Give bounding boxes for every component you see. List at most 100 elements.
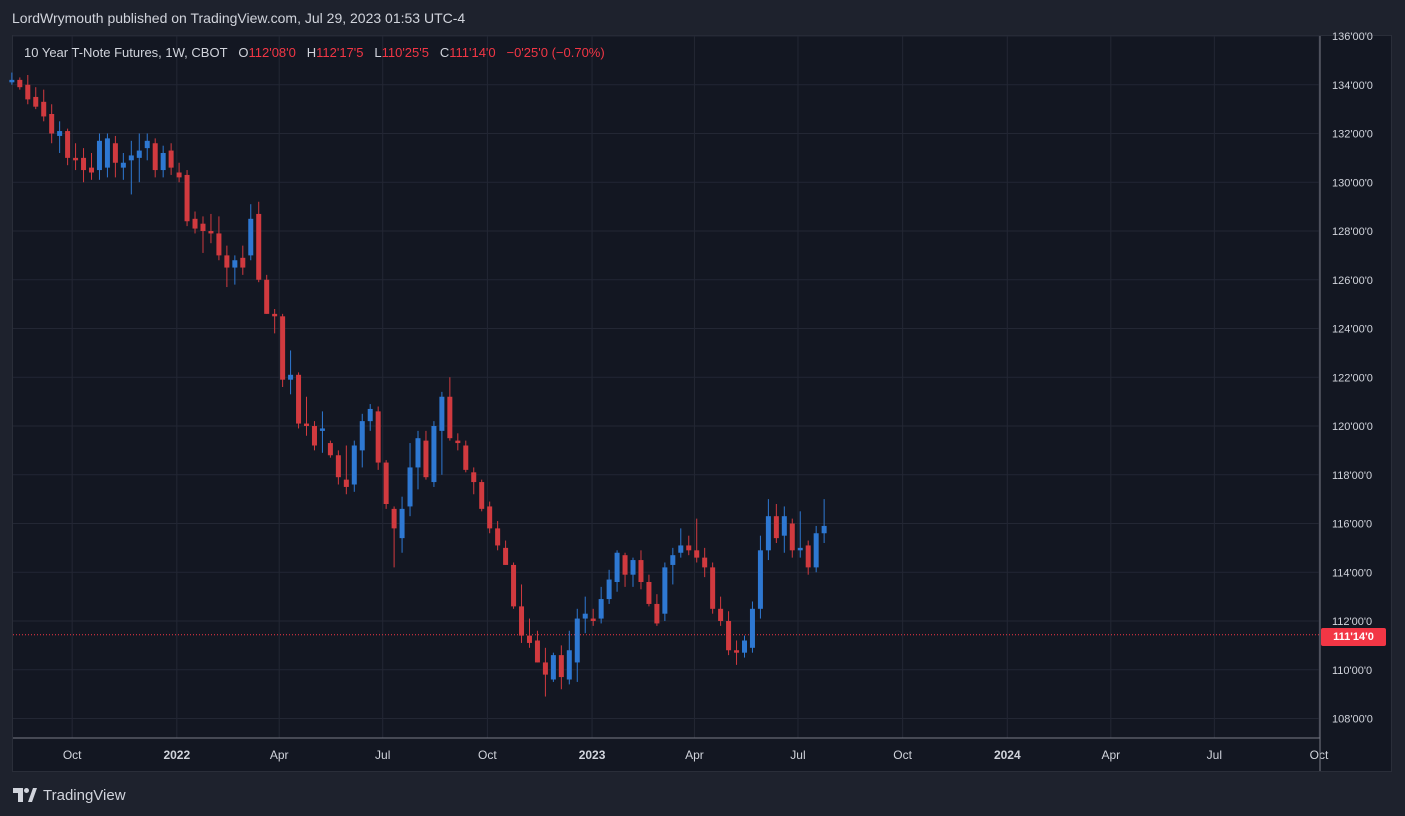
- candle-body: [367, 408, 373, 422]
- candle-body: [120, 162, 126, 168]
- candle-body: [144, 140, 150, 149]
- candle-body: [550, 655, 556, 680]
- y-tick-label: 136'00'0: [1332, 31, 1373, 43]
- y-tick-label: 120'00'0: [1332, 421, 1373, 433]
- candle-body: [734, 650, 740, 653]
- candle-body: [304, 423, 310, 426]
- candle-body: [749, 608, 755, 648]
- candle-body: [280, 316, 286, 380]
- candle-body: [208, 231, 214, 234]
- candle-body: [160, 153, 166, 171]
- legend-low-label: L: [374, 45, 382, 60]
- candle-body: [431, 426, 437, 483]
- candle-body: [9, 79, 15, 83]
- legend-low-value: 110'25'5: [381, 45, 429, 60]
- last-price-badge: 111'14'0: [1321, 628, 1386, 646]
- candle-body: [73, 157, 79, 161]
- candle-body: [574, 618, 580, 663]
- candle-body: [192, 218, 198, 229]
- candle-body: [471, 472, 477, 483]
- candle-body: [65, 131, 71, 158]
- candle-body: [343, 479, 349, 487]
- y-tick-label: 108'00'0: [1332, 714, 1373, 726]
- y-tick-label: 124'00'0: [1332, 324, 1373, 336]
- candle-body: [487, 506, 493, 529]
- candle-body: [184, 174, 190, 222]
- x-tick-label: Apr: [685, 748, 704, 762]
- candle-body: [224, 255, 230, 268]
- legend-open-value: 112'08'0: [248, 45, 296, 60]
- candle-body: [646, 582, 652, 604]
- candle-body: [81, 157, 87, 171]
- tradingview-logo[interactable]: TradingView: [13, 785, 126, 805]
- chart-legend: 10 Year T-Note Futures, 1W, CBOT O112'08…: [24, 45, 605, 60]
- candle-body: [232, 260, 238, 268]
- x-tick-label: Oct: [893, 748, 912, 762]
- candle-body: [686, 545, 692, 551]
- candle-body: [327, 443, 333, 456]
- publish-info: LordWrymouth published on TradingView.co…: [12, 10, 466, 26]
- candle-body: [526, 635, 532, 643]
- candle-body: [152, 143, 158, 171]
- candle-body: [479, 482, 485, 509]
- candle-body: [33, 96, 39, 107]
- candle-body: [741, 640, 747, 653]
- candle-body: [96, 140, 102, 171]
- x-tick-label: Jul: [1207, 748, 1222, 762]
- candle-body: [606, 579, 612, 600]
- y-tick-label: 134'00'0: [1332, 80, 1373, 92]
- y-tick-label: 110'00'0: [1332, 665, 1372, 677]
- candle-body: [710, 567, 716, 609]
- tradingview-logo-icon: [13, 788, 37, 802]
- candle-body: [399, 508, 405, 539]
- candle-body: [319, 428, 325, 431]
- candle-body: [797, 547, 803, 551]
- candle-body: [726, 621, 732, 651]
- x-tick-label: 2022: [163, 748, 190, 762]
- candle-body: [359, 421, 365, 451]
- candle-body: [423, 440, 429, 478]
- candle-body: [128, 155, 134, 161]
- candle-body: [311, 426, 317, 446]
- candle-body: [200, 223, 206, 231]
- legend-close-value: 111'14'0: [449, 45, 496, 60]
- legend-change: −0'25'0 (−0.70%): [506, 45, 605, 60]
- tradingview-brand: TradingView: [43, 786, 126, 804]
- candle-body: [821, 525, 827, 534]
- candle-body: [351, 445, 357, 485]
- candle-body: [17, 79, 23, 88]
- candle-body: [654, 603, 660, 624]
- candle-body: [670, 555, 676, 565]
- candle-body: [455, 440, 461, 444]
- candle-body: [447, 396, 453, 439]
- candle-body: [694, 550, 700, 558]
- candle-body: [678, 545, 684, 553]
- y-tick-label: 112'00'0: [1332, 616, 1372, 628]
- candle-body: [805, 545, 811, 568]
- candle-body: [718, 608, 724, 621]
- chart-frame[interactable]: [12, 35, 1392, 772]
- candle-body: [296, 374, 302, 424]
- candle-body: [542, 662, 548, 675]
- x-tick-label: Oct: [478, 748, 497, 762]
- candle-body: [765, 516, 771, 551]
- candle-body: [463, 445, 469, 470]
- candle-body: [757, 550, 763, 609]
- candle-body: [614, 552, 620, 582]
- candle-body: [57, 131, 63, 136]
- candle-body: [256, 213, 262, 280]
- x-tick-label: Oct: [1310, 748, 1329, 762]
- x-tick-label: Apr: [270, 748, 289, 762]
- candle-body: [288, 374, 294, 380]
- candle-body: [662, 567, 668, 614]
- candle-body: [781, 516, 787, 536]
- candle-body: [41, 101, 47, 117]
- x-tick-label: Oct: [63, 748, 82, 762]
- candle-body: [519, 606, 525, 636]
- y-tick-label: 130'00'0: [1332, 177, 1373, 189]
- x-tick-label: 2024: [994, 748, 1021, 762]
- candle-body: [582, 613, 588, 619]
- candle-body: [495, 528, 501, 546]
- candle-body: [638, 560, 644, 582]
